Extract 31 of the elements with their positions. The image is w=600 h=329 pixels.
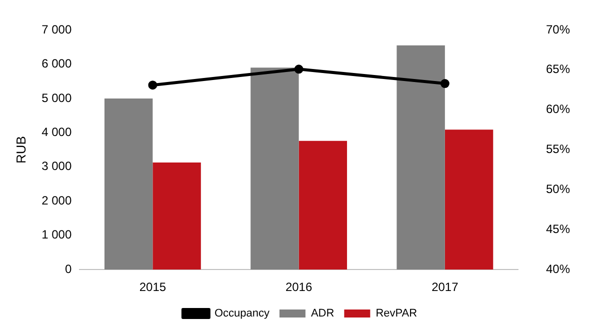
y-tick-label: 7 000 — [42, 22, 72, 36]
y2-tick-label: 70% — [546, 22, 570, 36]
y2-tick-label: 65% — [546, 62, 570, 76]
bar — [444, 130, 494, 270]
x-tick-label: 2016 — [285, 280, 312, 294]
y-tick-label: 3 000 — [42, 159, 72, 174]
legend-label: Occupancy — [214, 308, 270, 320]
y-tick-label: 5 000 — [42, 90, 72, 105]
y2-tick-label: 50% — [546, 182, 570, 196]
y2-tick-label: 40% — [546, 262, 570, 276]
bar — [250, 68, 299, 270]
y2-tick-label: 60% — [546, 102, 570, 116]
y2-tick-label: 45% — [546, 222, 570, 236]
bar — [396, 45, 445, 270]
legend-label: RevPAR — [376, 308, 418, 320]
y-axis-title: RUB — [13, 136, 28, 164]
y-tick-label: 2 000 — [42, 193, 72, 208]
bar — [152, 162, 201, 270]
y2-tick-label: 55% — [546, 142, 570, 156]
point — [148, 80, 158, 90]
legend-label: ADR — [310, 308, 334, 320]
x-tick-label: 2015 — [139, 280, 166, 294]
point — [440, 79, 450, 88]
y-tick-label: 4 000 — [42, 125, 72, 139]
y-tick-label: 1 000 — [42, 228, 72, 242]
point — [294, 64, 304, 74]
bar — [298, 140, 348, 270]
y-tick-label: 6 000 — [42, 56, 72, 71]
y-tick-label: 0 — [64, 262, 72, 276]
bar — [104, 98, 153, 270]
x-tick-label: 2017 — [432, 280, 459, 294]
